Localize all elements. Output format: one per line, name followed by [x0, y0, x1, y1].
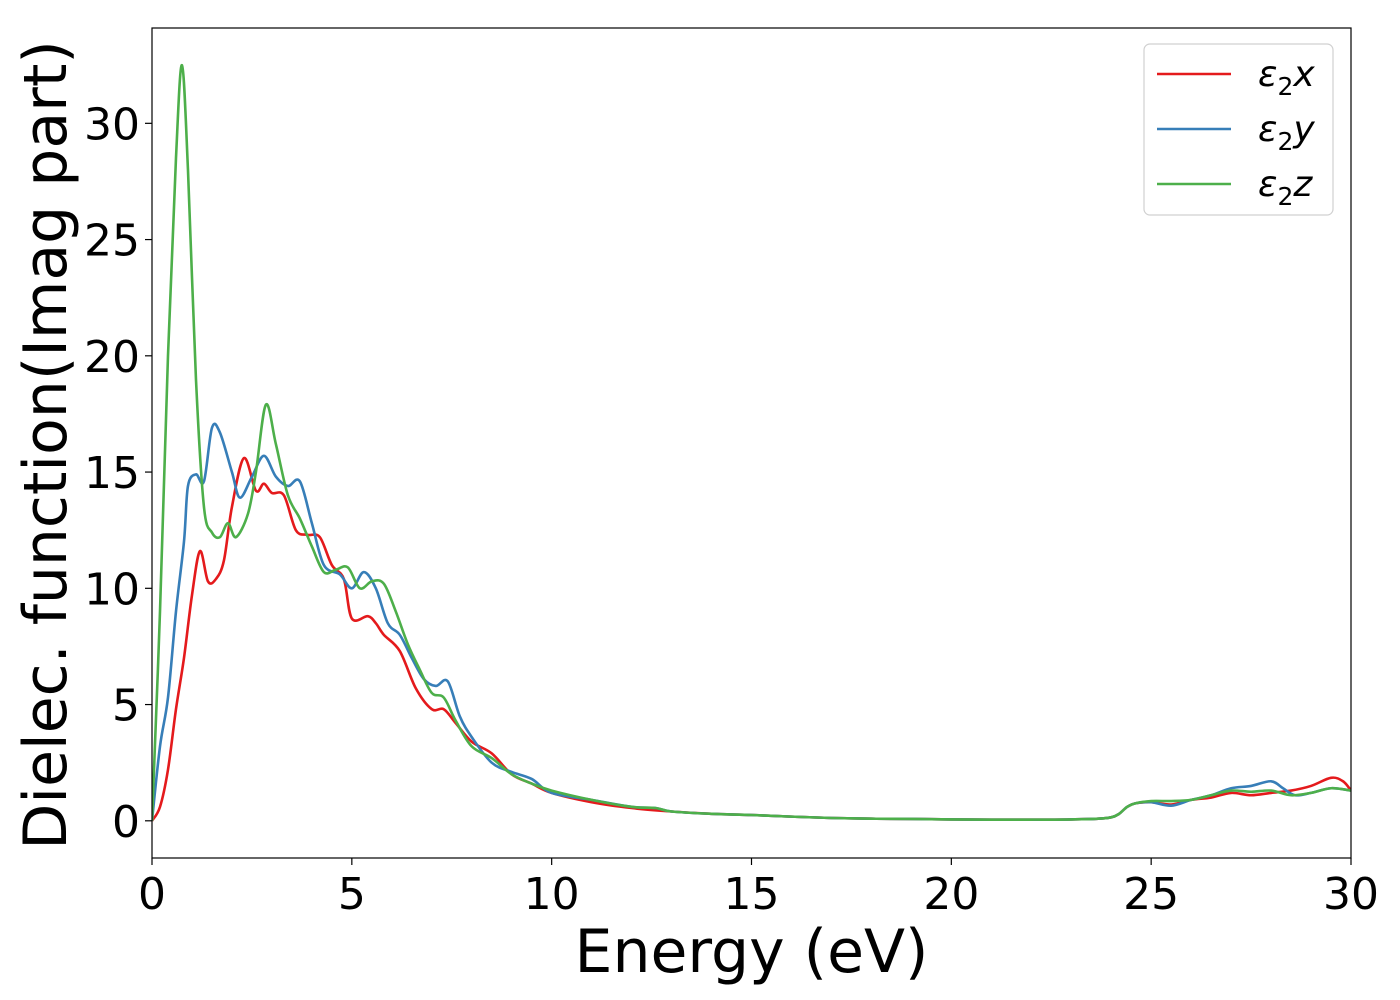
x-tick-label: 25 [1123, 869, 1179, 920]
x-tick-label: 0 [138, 869, 166, 920]
series-line-y [152, 422, 1351, 821]
y-tick-label: 5 [112, 681, 140, 732]
y-tick-label: 15 [84, 448, 140, 499]
series-line-z [152, 63, 1351, 821]
x-axis-title: Energy (eV) [575, 917, 929, 987]
series-layer [152, 63, 1351, 822]
y-tick-label: 30 [84, 99, 140, 150]
x-tick-label: 30 [1323, 869, 1379, 920]
y-tick-label: 0 [112, 797, 140, 848]
x-tick-label: 5 [338, 869, 366, 920]
y-axis-ticks: 0 5 10 15 20 25 30 [84, 99, 152, 848]
legend-label-y: ε2y [1258, 109, 1315, 156]
y-axis-title: Dielec. function(Imag part) [11, 40, 81, 850]
y-tick-label: 10 [84, 564, 140, 615]
legend-label-z: ε2z [1258, 164, 1313, 211]
series-line-x [152, 456, 1351, 822]
legend-box [1143, 43, 1334, 216]
y-tick-label: 20 [84, 332, 140, 383]
legend-label-x: ε2x [1258, 54, 1315, 101]
y-tick-label: 25 [84, 216, 140, 267]
x-tick-label: 10 [524, 869, 580, 920]
x-axis-ticks: 0 5 10 15 20 25 30 [138, 858, 1379, 920]
legend: ε2x ε2y ε2z [1143, 43, 1334, 216]
x-tick-label: 15 [724, 869, 780, 920]
x-tick-label: 20 [923, 869, 979, 920]
